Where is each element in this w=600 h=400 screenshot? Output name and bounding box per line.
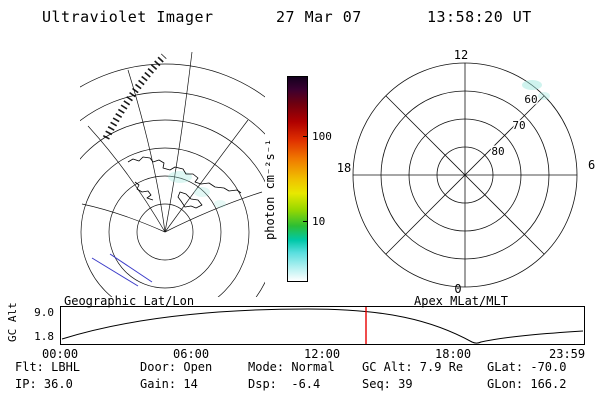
colorbar-tickmark-10 <box>303 221 308 222</box>
polar-aurora-patches <box>522 80 550 100</box>
title-time: 13:58:20 UT <box>427 8 532 26</box>
strip-chart-frame <box>60 306 585 345</box>
status-ip: IP: 36.0 <box>15 377 73 391</box>
status-seq: Seq: 39 <box>362 377 413 391</box>
time-tick-2359: 23:59 <box>549 347 586 361</box>
status-glat: GLat: -70.0 <box>487 360 567 374</box>
mlt-label-0: 0 <box>454 282 461 296</box>
map-grid-circles <box>80 63 265 297</box>
polar-grid-spokes <box>353 63 577 287</box>
ring-label-70: 70 <box>512 119 525 132</box>
mlt-label-6: 6 <box>588 158 595 172</box>
status-gain: Gain: 14 <box>140 377 198 391</box>
ring-label-60: 60 <box>524 93 537 106</box>
status-mode: Mode: Normal <box>248 360 335 374</box>
ring-label-80: 80 <box>491 145 504 158</box>
gc-alt-curve <box>61 308 584 344</box>
title-date: 27 Mar 07 <box>276 8 362 26</box>
time-tick-1200: 12:00 <box>304 347 341 361</box>
polar-caption: Apex MLat/MLT <box>414 294 508 308</box>
mlt-label-18: 18 <box>337 161 351 175</box>
spacecraft-track-hatch <box>102 53 167 140</box>
status-gc-alt: GC Alt: 7.9 Re <box>362 360 464 374</box>
gc-alt-strip-chart <box>60 306 585 345</box>
status-dsp: Dsp: -6.4 <box>248 377 321 391</box>
map-airglow-patches <box>168 171 226 208</box>
time-tick-0600: 06:00 <box>173 347 210 361</box>
gc-alt-ytick-min: 1.8 <box>34 330 54 343</box>
gc-alt-axis-label: GC Alt <box>6 302 19 342</box>
terminator-lines <box>91 253 153 287</box>
colorbar-axis-label: photon cm⁻²s⁻¹ <box>263 138 277 240</box>
colorbar-tickmark-100 <box>303 136 308 137</box>
coastline-paths <box>127 156 242 209</box>
gc-alt-ytick-max: 9.0 <box>34 306 54 319</box>
time-tick-0000: 00:00 <box>42 347 79 361</box>
mlt-label-12: 12 <box>454 48 468 62</box>
colorbar-gradient <box>287 76 308 282</box>
time-tick-1800: 18:00 <box>435 347 472 361</box>
map-caption: Geographic Lat/Lon <box>64 294 195 308</box>
app-title: Ultraviolet Imager <box>42 8 214 26</box>
colorbar-tick-10: 10 <box>312 215 326 228</box>
status-door: Door: Open <box>140 360 213 374</box>
geographic-map-plot <box>80 51 265 297</box>
status-glon: GLon: 166.2 <box>487 377 567 391</box>
status-filter: Flt: LBHL <box>15 360 81 374</box>
colorbar-tick-100: 100 <box>312 130 332 143</box>
apex-polar-plot: 60 70 80 12 18 6 0 <box>337 48 595 296</box>
